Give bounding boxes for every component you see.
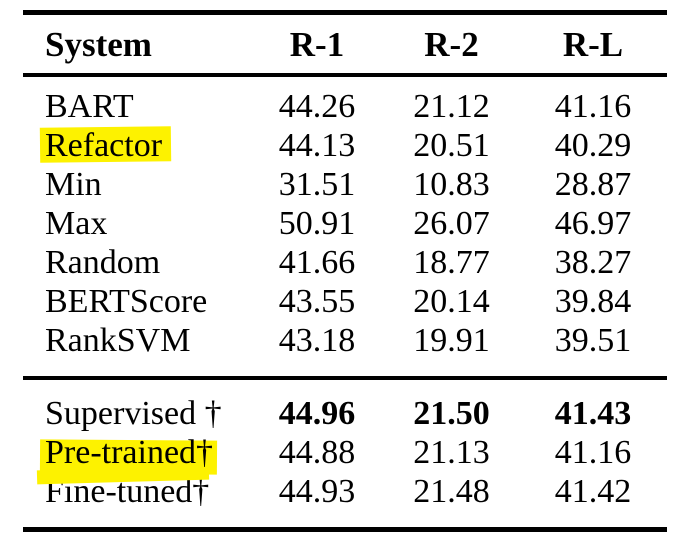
rl-cell: 39.84	[554, 283, 632, 320]
r1-cell: 44.88	[278, 434, 356, 471]
r1-cell: 44.93	[278, 473, 356, 510]
col-header-system: System	[45, 25, 152, 64]
table-header: System R-1 R-2 R-L	[23, 13, 667, 75]
system-cell: Max	[23, 204, 250, 243]
table-row-bart: BART 44.26 21.12 41.16	[23, 75, 667, 126]
table-row-min: Min 31.51 10.83 28.87	[23, 165, 667, 204]
r1-cell: 44.96	[278, 395, 356, 432]
system-cell: Refactor	[23, 126, 250, 165]
r1-cell: 41.66	[278, 244, 356, 281]
table-row-pretrained: Pre-trained† 44.88 21.13 41.16	[23, 433, 667, 472]
rl-cell: 41.16	[554, 434, 632, 471]
system-cell: Pre-trained†	[23, 433, 250, 472]
r2-cell: 20.51	[413, 127, 490, 164]
system-cell: Supervised †	[23, 378, 250, 433]
system-cell: RankSVM	[23, 321, 250, 378]
r1-cell: 43.55	[278, 283, 356, 320]
rl-cell: 28.87	[554, 166, 632, 203]
system-cell: Min	[23, 165, 250, 204]
baseline-systems-group: BART 44.26 21.12 41.16 Refactor 44.13 20…	[23, 75, 667, 378]
system-name: BERTScore	[45, 283, 208, 320]
results-table: System R-1 R-2 R-L BART 44.26 21.12 41.1…	[23, 10, 667, 532]
table-row-refactor: Refactor 44.13 20.51 40.29	[23, 126, 667, 165]
system-name: Max	[45, 205, 108, 242]
col-header-r1: R-1	[289, 25, 345, 64]
r2-cell: 18.77	[413, 244, 490, 281]
r2-cell: 10.83	[413, 166, 490, 203]
r2-cell: 26.07	[413, 205, 490, 242]
highlight-mark-pretrained: Pre-trained†	[40, 433, 217, 472]
r2-cell: 19.91	[413, 322, 490, 359]
rl-cell: 38.27	[554, 244, 632, 281]
r2-cell: 21.50	[413, 395, 490, 432]
trained-systems-group: Supervised † 44.96 21.50 41.43 Pre-train…	[23, 378, 667, 530]
system-cell: BART	[23, 75, 250, 126]
r2-cell: 21.13	[413, 434, 490, 471]
system-name: Supervised †	[45, 395, 222, 432]
system-name: BART	[45, 88, 134, 125]
system-name: Min	[45, 166, 102, 203]
system-cell: BERTScore	[23, 282, 250, 321]
r2-cell: 21.12	[413, 88, 490, 125]
rl-cell: 41.42	[554, 473, 632, 510]
r1-cell: 44.26	[278, 88, 356, 125]
r1-cell: 31.51	[278, 166, 356, 203]
r1-cell: 50.91	[278, 205, 356, 242]
rl-cell: 41.16	[554, 88, 632, 125]
table-row-ranksvm: RankSVM 43.18 19.91 39.51	[23, 321, 667, 378]
rl-cell: 40.29	[554, 127, 632, 164]
table-row-max: Max 50.91 26.07 46.97	[23, 204, 667, 243]
r1-cell: 43.18	[278, 322, 356, 359]
col-header-r2: R-2	[424, 25, 479, 64]
header-row: System R-1 R-2 R-L	[23, 13, 667, 75]
r1-cell: 44.13	[278, 127, 356, 164]
system-cell: Random	[23, 243, 250, 282]
r2-cell: 21.48	[413, 473, 490, 510]
r2-cell: 20.14	[413, 283, 490, 320]
rl-cell: 46.97	[554, 205, 632, 242]
col-header-rl: R-L	[562, 25, 624, 64]
highlight-mark-refactor: Refactor	[40, 126, 171, 165]
system-name: Random	[45, 244, 161, 281]
table-row-supervised: Supervised † 44.96 21.50 41.43	[23, 378, 667, 433]
rl-cell: 41.43	[554, 395, 632, 432]
system-name: RankSVM	[45, 322, 191, 359]
table-row-bertscore: BERTScore 43.55 20.14 39.84	[23, 282, 667, 321]
table-row-random: Random 41.66 18.77 38.27	[23, 243, 667, 282]
rl-cell: 39.51	[554, 322, 632, 359]
